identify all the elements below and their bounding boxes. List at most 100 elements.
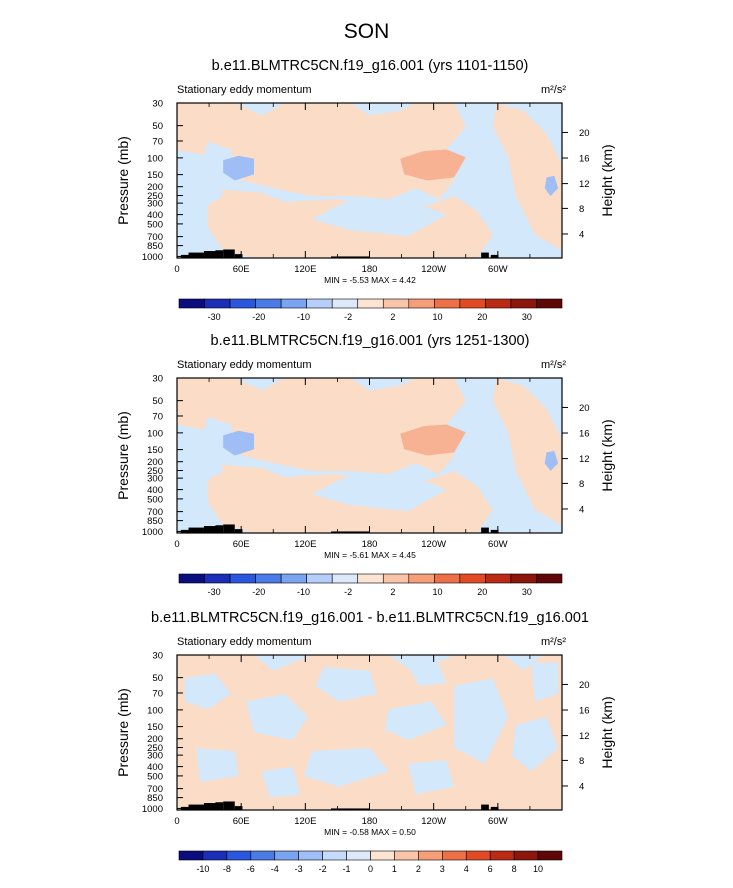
pressure-tick-label: 400: [147, 485, 163, 496]
min-max-label: MIN = -5.61 MAX = 4.45: [324, 550, 416, 560]
colorbar-box: [442, 850, 467, 861]
colorbar-label: -4: [271, 864, 279, 874]
negative-region: [408, 664, 447, 686]
lon-tick-label: 60E: [233, 816, 250, 827]
topography: [331, 256, 370, 258]
pressure-tick-label: 850: [147, 793, 163, 804]
pressure-tick-label: 70: [152, 136, 163, 147]
panel-1: b.e11.BLMTRC5CN.f19_g16.001 (yrs 1101-11…: [115, 58, 615, 322]
pressure-tick-label: 250: [147, 191, 163, 202]
height-tick-label: 16: [579, 706, 590, 717]
colorbar-box: [322, 850, 347, 861]
colorbar-box: [229, 573, 256, 584]
colorbar-label: 20: [477, 312, 487, 322]
pressure-tick-label: 50: [152, 121, 163, 132]
colorbar-box: [357, 298, 384, 309]
negative-region: [304, 748, 389, 787]
pressure-tick-label: 500: [147, 494, 163, 505]
positive-max: [400, 149, 466, 181]
lon-tick-label: 60W: [488, 264, 508, 275]
colorbar-box: [537, 850, 563, 861]
panel-title: b.e11.BLMTRC5CN.f19_g16.001 - b.e11.BLMT…: [151, 610, 589, 626]
height-tick-label: 8: [579, 479, 584, 490]
pressure-tick-label: 1000: [142, 252, 163, 263]
positive-region: [277, 118, 362, 189]
height-tick-label: 4: [579, 504, 584, 515]
colorbar-box: [370, 850, 395, 861]
y-axis-right-label: Height (km): [599, 144, 615, 216]
lon-tick-label: 180: [362, 816, 378, 827]
colorbar-label: -3: [295, 864, 303, 874]
pressure-tick-label: 100: [147, 153, 163, 164]
colorbar-box: [255, 298, 282, 309]
negative-region: [311, 474, 447, 512]
min-max-label: MIN = -5.53 MAX = 4.42: [324, 275, 416, 285]
lon-tick-label: 120W: [421, 816, 446, 827]
negative-min: [544, 175, 559, 196]
topography: [180, 254, 189, 258]
height-tick-label: 8: [579, 204, 584, 215]
colorbar-box: [357, 573, 384, 584]
colorbar-label: -20: [252, 312, 265, 322]
min-max-label: MIN = -0.58 MAX = 0.50: [324, 827, 416, 837]
colorbar-box: [280, 573, 307, 584]
pressure-tick-label: 700: [147, 232, 163, 243]
contour-field: [177, 103, 562, 258]
colorbar-box: [408, 298, 435, 309]
colorbar-box: [382, 573, 410, 584]
panel-2: b.e11.BLMTRC5CN.f19_g16.001 (yrs 1251-13…: [115, 333, 615, 597]
topography: [188, 527, 204, 533]
pressure-tick-label: 700: [147, 507, 163, 518]
colorbar-label: 3: [440, 864, 445, 874]
y-axis-label: Pressure (mb): [115, 136, 131, 225]
colorbar-box: [434, 298, 461, 309]
negative-region: [196, 748, 239, 783]
negative-region: [184, 673, 231, 710]
negative-region: [315, 667, 378, 702]
units-string: m²/s²: [541, 359, 566, 371]
units-string: m²/s²: [541, 636, 566, 648]
pressure-tick-label: 850: [147, 516, 163, 527]
topography: [223, 524, 235, 533]
colorbar-box: [459, 298, 486, 309]
panel-title: b.e11.BLMTRC5CN.f19_g16.001 (yrs 1101-11…: [212, 58, 529, 74]
contour-field: [177, 655, 562, 810]
topography: [215, 802, 224, 810]
colorbar-box: [485, 298, 512, 309]
pressure-tick-label: 70: [152, 411, 163, 422]
y-axis-label: Pressure (mb): [115, 688, 131, 777]
colorbar-label: -20: [252, 587, 265, 597]
pressure-tick-label: 400: [147, 210, 163, 221]
topography: [490, 254, 499, 258]
colorbar-label: 2: [390, 587, 395, 597]
panel-3: b.e11.BLMTRC5CN.f19_g16.001 - b.e11.BLMT…: [115, 610, 615, 874]
left-string: Stationary eddy momentum: [177, 359, 312, 371]
colorbar-label: -6: [247, 864, 255, 874]
height-tick-label: 12: [579, 179, 590, 190]
colorbar-label: 1: [392, 864, 397, 874]
colorbar-label: -1: [343, 864, 351, 874]
negative-region: [531, 662, 559, 702]
topography: [234, 529, 243, 533]
topography: [481, 527, 489, 533]
positive-max: [400, 424, 466, 456]
y-axis-right-label: Height (km): [599, 419, 615, 491]
height-tick-label: 20: [579, 403, 590, 414]
colorbar-label: 10: [433, 587, 443, 597]
pressure-tick-label: 1000: [142, 804, 163, 815]
lon-tick-label: 60W: [488, 816, 508, 827]
left-string: Stationary eddy momentum: [177, 636, 312, 648]
colorbar-box: [434, 573, 461, 584]
negative-region: [384, 701, 447, 741]
lon-tick-label: 180: [362, 539, 378, 550]
lon-tick-label: 120E: [294, 264, 316, 275]
colorbar-box: [346, 850, 371, 861]
topography: [188, 252, 204, 258]
positive-region: [492, 103, 562, 251]
colorbar-label: -30: [208, 312, 221, 322]
pressure-tick-label: 100: [147, 428, 163, 439]
topography: [203, 526, 216, 533]
colorbar-label: 10: [433, 312, 443, 322]
lon-tick-label: 120E: [294, 539, 316, 550]
topography: [215, 525, 224, 533]
